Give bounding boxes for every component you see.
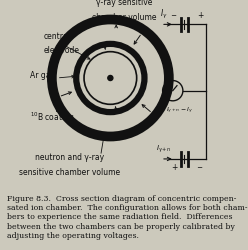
Text: $I_\gamma$: $I_\gamma$ <box>160 8 168 21</box>
Text: ─: ─ <box>171 12 175 18</box>
Text: $^{10}$B coating: $^{10}$B coating <box>31 110 75 125</box>
Text: sensitive chamber volume: sensitive chamber volume <box>19 168 120 176</box>
Text: electrode: electrode <box>44 46 80 55</box>
Text: Figure 8.3.  Cross section diagram of concentric compen-
sated ion chamber.  The: Figure 8.3. Cross section diagram of con… <box>7 195 248 240</box>
Text: ─: ─ <box>197 165 201 171</box>
Text: γ-ray sensitive: γ-ray sensitive <box>96 0 152 7</box>
Text: central: central <box>44 32 71 41</box>
Text: Ar gas: Ar gas <box>31 71 55 80</box>
Text: $I_c = I_{\gamma+n} - I_\gamma$: $I_c = I_{\gamma+n} - I_\gamma$ <box>154 106 193 117</box>
Text: +: + <box>197 10 204 20</box>
Circle shape <box>108 76 113 80</box>
Text: +: + <box>171 163 177 172</box>
Text: $I_{\gamma+n}$: $I_{\gamma+n}$ <box>156 144 172 155</box>
Text: chamber volume: chamber volume <box>92 12 156 22</box>
Text: neutron and γ-ray: neutron and γ-ray <box>35 153 104 162</box>
